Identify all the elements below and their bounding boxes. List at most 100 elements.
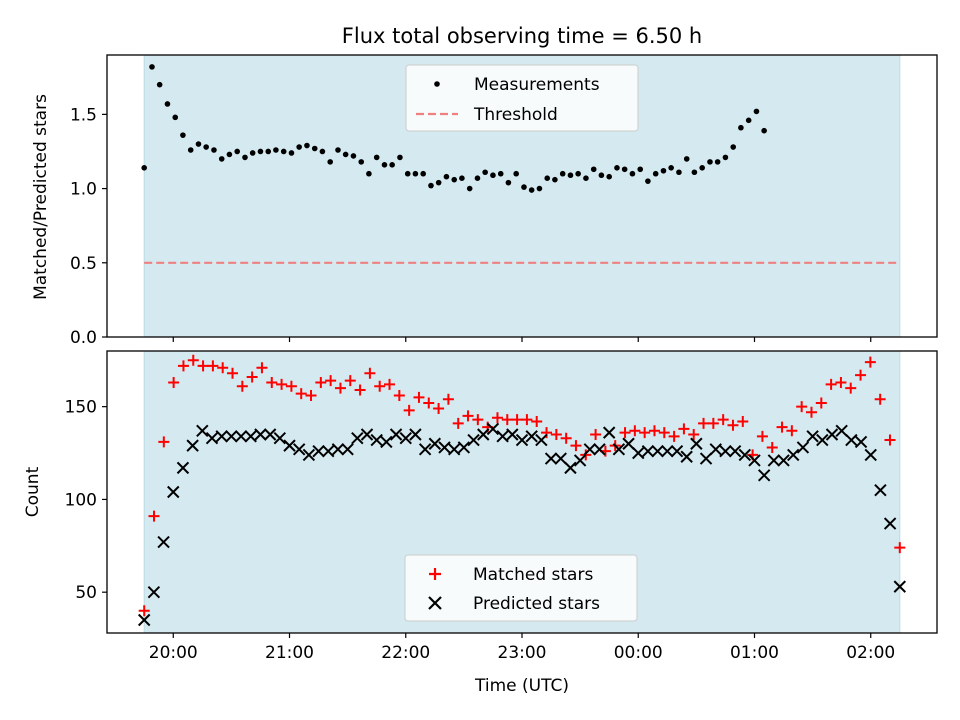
bottom-legend: Matched stars Predicted stars — [404, 554, 638, 622]
predicted-star-point — [147, 585, 161, 599]
measurement-point — [459, 175, 465, 181]
measurement-point — [730, 144, 737, 150]
matched-star-point — [403, 404, 415, 416]
matched-star-point — [354, 384, 366, 396]
matched-star-point — [442, 393, 454, 405]
measurement-point — [280, 148, 287, 155]
top-ytick-label: 0.0 — [70, 328, 97, 348]
matched-star-point — [305, 390, 317, 402]
predicted-star-point — [787, 448, 800, 462]
measurement-point — [265, 148, 272, 155]
count-panel: 50 100 150 20:00 21:00 22:00 23:00 00:00 01:00 0… — [23, 350, 938, 696]
matched-star-point — [177, 360, 189, 372]
predicted-star-point — [767, 454, 781, 467]
matched-star-point — [197, 360, 209, 372]
bottom-xtick-label: 00:00 — [614, 643, 663, 663]
bottom-xtick-label: 02:00 — [846, 643, 895, 663]
matched-star-point — [678, 423, 690, 435]
predicted-star-point — [438, 441, 451, 454]
predicted-star-point — [167, 485, 180, 499]
measurement-point — [304, 142, 310, 149]
measurement-point — [598, 172, 605, 179]
matched-star-point — [187, 354, 199, 366]
measurement-point — [389, 162, 395, 168]
measurement-point — [203, 144, 209, 150]
matched-star-point — [168, 377, 180, 389]
predicted-star-point — [816, 433, 829, 447]
measurement-point — [273, 147, 279, 153]
matched-star-point — [864, 356, 876, 368]
matched-star-point — [256, 362, 268, 374]
measurement-point — [676, 169, 682, 176]
matched-star-point — [590, 428, 602, 440]
measurement-point — [490, 172, 496, 179]
bottom-xtick-label: 23:00 — [498, 643, 547, 663]
measurement-point — [358, 159, 365, 165]
predicted-star-point — [748, 454, 761, 467]
predicted-star-point — [196, 424, 209, 437]
matched-star-point — [658, 427, 670, 439]
predicted-star-point — [302, 448, 316, 462]
matched-star-point — [138, 605, 150, 617]
predicted-star-point — [883, 517, 897, 530]
top-x-ticks — [172, 337, 872, 342]
matched-star-point — [266, 377, 278, 389]
matched-star-point — [648, 425, 660, 437]
matched-star-point — [295, 388, 307, 400]
measurement-point — [559, 170, 566, 177]
matched-star-point — [737, 416, 749, 427]
measurement-point — [753, 108, 760, 115]
measurement-point — [319, 148, 326, 155]
predicted-star-point — [322, 444, 335, 458]
measurement-point — [497, 170, 504, 177]
predicted-star-point — [186, 439, 199, 452]
predicted-star-point — [428, 437, 442, 450]
matched-star-point — [570, 440, 582, 452]
matched-star-point — [207, 360, 219, 372]
top-ytick-label: 1.5 — [70, 105, 97, 125]
matched-star-point — [227, 367, 239, 379]
measurement-point — [745, 117, 752, 124]
measurement-point — [381, 162, 388, 168]
predicted-star-point — [244, 430, 257, 443]
predicted-star-point — [690, 437, 703, 450]
measurement-point — [722, 154, 729, 161]
measurement-point — [218, 156, 225, 162]
measurement-point — [482, 169, 488, 176]
measurement-point — [412, 170, 419, 177]
predicted-star-point — [205, 431, 219, 445]
measurement-point — [234, 148, 240, 155]
matched-star-point — [580, 449, 592, 461]
measurement-point — [404, 170, 411, 177]
predicted-star-point — [331, 443, 345, 456]
measurement-point — [683, 156, 690, 162]
matched-star-point — [276, 378, 288, 390]
predicted-star-point — [157, 535, 170, 549]
predicted-star-point — [835, 424, 848, 437]
bottom-xtick-label: 20:00 — [149, 643, 198, 663]
predicted-star-point — [777, 454, 790, 467]
measurement-point — [606, 173, 612, 180]
predicted-star-point — [825, 428, 839, 441]
predicted-star-point — [874, 483, 887, 497]
matched-star-point — [805, 406, 817, 418]
measurement-point — [187, 147, 194, 153]
legend-predicted-label: Predicted stars — [473, 594, 600, 614]
predicted-star-point — [864, 448, 877, 462]
measurement-point — [327, 159, 333, 165]
measurement-point — [552, 176, 558, 183]
matched-star-point — [560, 432, 572, 444]
matched-star-point — [472, 414, 484, 426]
bottom-y-ticks: 50 100 150 — [65, 398, 107, 603]
matched-star-point — [344, 375, 356, 387]
predicted-star-point — [535, 433, 548, 447]
measurement-point — [645, 178, 651, 184]
predicted-star-point — [661, 444, 674, 458]
measurement-point — [257, 148, 264, 155]
bottom-ytick-label: 100 — [65, 490, 97, 510]
predicted-star-point — [477, 428, 490, 441]
bottom-y-axis-label: Count — [23, 466, 43, 517]
measurement-point — [583, 175, 589, 181]
x-axis-label: Time (UTC) — [474, 676, 569, 696]
predicted-star-point — [573, 454, 587, 467]
